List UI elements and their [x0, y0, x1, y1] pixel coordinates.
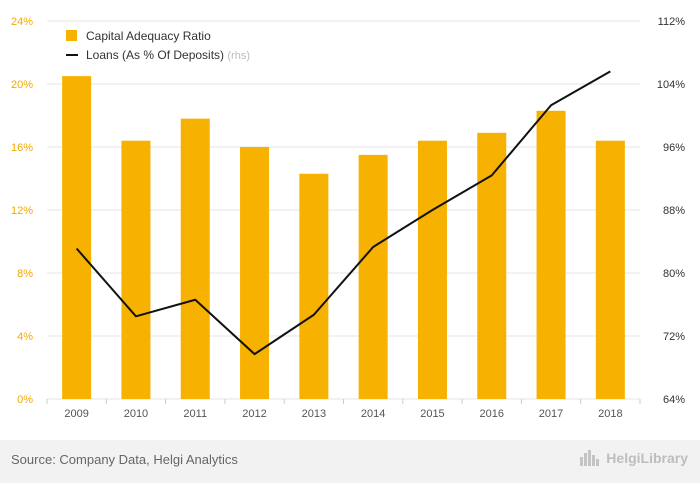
chart-svg: 0% 4% 8% 12% 16% 20% 24% 64% 72% 80% 88% 96% 104% 11… — [11, 16, 685, 420]
chart-area: 0% 4% 8% 12% 16% 20% 24% 64% 72% 80% 88% 96% 104% 11… — [11, 16, 685, 420]
x-tick-label: 2016 — [480, 408, 504, 420]
bar-2017[interactable] — [536, 110, 566, 400]
bar-2013[interactable] — [299, 173, 329, 399]
legend-line-label: Loans (As % Of Deposits) (rhs) — [86, 48, 250, 62]
line-point-2010[interactable] — [134, 314, 138, 318]
x-tick-label: 2010 — [124, 408, 148, 420]
x-tick-label: 2011 — [183, 408, 207, 420]
right-tick-label: 88% — [663, 205, 685, 217]
right-tick-label: 64% — [663, 394, 685, 406]
x-tick-label: 2015 — [420, 408, 444, 420]
legend-rhs-suffix: (rhs) — [227, 50, 250, 62]
city-skyline-icon — [580, 450, 600, 466]
source-note: Source: Company Data, Helgi Analytics — [11, 452, 238, 467]
left-tick-label: 8% — [17, 268, 33, 280]
bar-2010[interactable] — [121, 140, 151, 399]
x-tick-label: 2013 — [302, 408, 326, 420]
loans-line[interactable] — [75, 70, 611, 356]
right-tick-label: 112% — [658, 16, 686, 28]
line-point-2011[interactable] — [193, 298, 197, 302]
line-point-2017[interactable] — [549, 103, 553, 107]
line-point-2016[interactable] — [490, 173, 494, 177]
bar-2015[interactable] — [417, 140, 447, 399]
left-tick-label: 20% — [11, 79, 33, 91]
right-tick-label: 80% — [663, 268, 685, 280]
x-tick-label: 2009 — [64, 408, 88, 420]
line-point-2009[interactable] — [75, 247, 79, 251]
bar-2011[interactable] — [180, 118, 210, 400]
left-axis: 0% 4% 8% 12% 16% 20% 24% — [11, 16, 33, 406]
left-tick-label: 16% — [11, 142, 33, 154]
line-point-2012[interactable] — [253, 352, 257, 356]
bar-2009[interactable] — [62, 76, 92, 399]
bar-2016[interactable] — [477, 132, 507, 399]
line-series — [75, 69, 612, 356]
x-axis: 2009 2010 2011 2012 2013 2014 2015 2016 2017 2018 — [64, 408, 622, 420]
line-point-2015[interactable] — [430, 208, 434, 212]
bar-2012[interactable] — [240, 147, 270, 399]
brand-name: HelgiLibrary — [606, 450, 688, 466]
line-point-2018[interactable] — [608, 69, 612, 73]
bar-2018[interactable] — [595, 140, 625, 399]
brand-logo[interactable]: HelgiLibrary — [579, 449, 688, 467]
x-tick-label: 2014 — [361, 408, 385, 420]
bar-2014[interactable] — [358, 154, 388, 399]
x-tick-label: 2018 — [598, 408, 622, 420]
left-tick-label: 4% — [17, 331, 33, 343]
x-tick-label: 2012 — [242, 408, 266, 420]
right-axis: 64% 72% 80% 88% 96% 104% 112% — [657, 16, 685, 406]
legend: Capital Adequacy Ratio Loans (As % Of Dep… — [66, 29, 250, 62]
footer: Source: Company Data, Helgi Analytics He… — [0, 440, 700, 483]
x-tick-label: 2017 — [539, 408, 563, 420]
legend-bar-swatch — [66, 30, 77, 41]
left-tick-label: 12% — [11, 205, 33, 217]
right-tick-label: 96% — [663, 142, 685, 154]
legend-bar-label: Capital Adequacy Ratio — [86, 29, 211, 43]
left-tick-label: 24% — [11, 16, 33, 28]
bar-series — [62, 76, 625, 400]
right-tick-label: 72% — [663, 331, 685, 343]
line-point-2013[interactable] — [312, 313, 316, 317]
line-point-2014[interactable] — [371, 245, 375, 249]
left-tick-label: 0% — [17, 394, 33, 406]
right-tick-label: 104% — [657, 79, 685, 91]
